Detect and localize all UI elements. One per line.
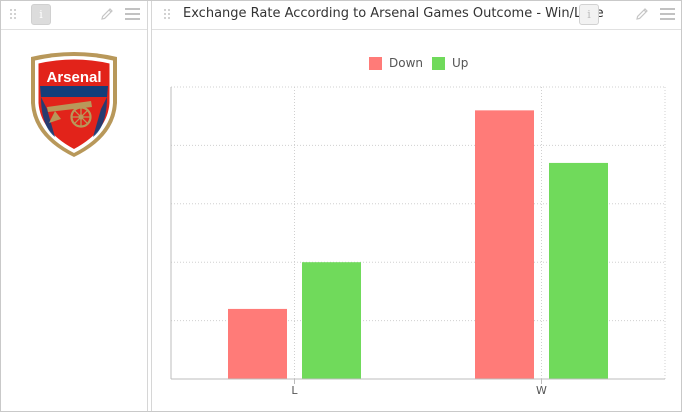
legend-label-up: Up <box>452 56 469 70</box>
info-icon[interactable]: i <box>31 4 51 25</box>
x-tick-label: W <box>536 384 547 397</box>
pencil-icon[interactable] <box>99 6 115 22</box>
info-icon[interactable]: i <box>579 4 599 25</box>
arsenal-crest-logo: Arsenal <box>31 52 117 157</box>
legend-label-down: Down <box>389 56 424 70</box>
drag-handle-icon[interactable] <box>10 9 18 21</box>
cannon-icon <box>47 101 92 128</box>
menu-icon[interactable] <box>660 8 675 20</box>
bar-down-W[interactable] <box>475 110 534 380</box>
legend-swatch-down <box>369 57 382 70</box>
bar-up-W[interactable] <box>549 162 608 379</box>
x-tick-label: L <box>291 384 298 397</box>
logo-widget: i Arsenal <box>1 1 148 411</box>
legend-swatch-up <box>432 57 445 70</box>
widget-header: i <box>1 1 147 30</box>
widget-header: Exchange Rate According to Arsenal Games… <box>152 1 681 30</box>
menu-icon[interactable] <box>125 8 140 20</box>
bar-up-L[interactable] <box>302 262 361 379</box>
drag-handle-icon[interactable] <box>164 9 172 21</box>
chart-title: Exchange Rate According to Arsenal Games… <box>183 6 604 21</box>
logo-text: Arsenal <box>46 69 101 86</box>
pencil-icon[interactable] <box>634 6 650 22</box>
chart-legend: Down Up <box>152 56 681 72</box>
bar-down-L[interactable] <box>228 308 287 379</box>
